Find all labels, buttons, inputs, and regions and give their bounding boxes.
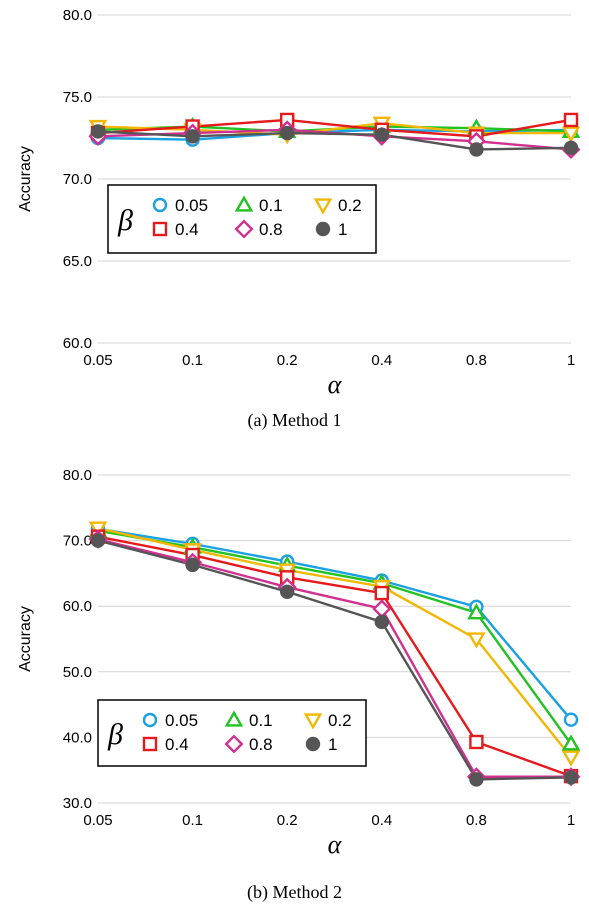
method1-x-tick-label: 0.8 bbox=[466, 352, 487, 369]
method2-point-0_1 bbox=[467, 603, 486, 620]
method2-legend-label: 0.1 bbox=[249, 711, 273, 730]
method2-y-tick-label: 30.0 bbox=[63, 795, 92, 812]
method2-point-0_4 bbox=[469, 734, 484, 750]
method1-legend-label: 0.05 bbox=[175, 196, 208, 215]
method1-legend-label: 0.8 bbox=[259, 220, 283, 239]
method2-x-tick-label: 0.2 bbox=[277, 812, 298, 829]
method2-point-1 bbox=[280, 584, 295, 599]
method2-legend-label: 0.2 bbox=[328, 711, 352, 730]
method1-legend-box bbox=[107, 184, 377, 254]
method2-point-0_2 bbox=[561, 750, 581, 767]
method2-series-line-0_05 bbox=[97, 527, 572, 721]
method2-point-0_05 bbox=[563, 712, 579, 727]
chart-panel-method1: 60.0 65.0 70.0 75.0 80.0 0.05 0.1 0.2 0.4 0.8 1 α Ac… bbox=[17, 7, 581, 430]
method1-gridlines bbox=[98, 14, 571, 344]
method2-legend-box bbox=[97, 699, 367, 767]
method2-point-0_4 bbox=[374, 585, 389, 601]
method2-legend-label: 1 bbox=[328, 735, 337, 754]
method2-point-0_2 bbox=[88, 521, 108, 538]
method1-point-1 bbox=[90, 124, 106, 139]
method2-series-lines bbox=[97, 526, 572, 781]
method2-legend-marker-0_2 bbox=[303, 713, 323, 730]
method1-x-axis-label: α bbox=[328, 370, 343, 399]
method2-series-markers bbox=[88, 521, 581, 787]
method2-legend-marker-0_4 bbox=[142, 736, 158, 752]
method1-y-tick-label: 80.0 bbox=[63, 7, 92, 24]
method2-point-1 bbox=[90, 533, 106, 548]
method2-series-line-0_1 bbox=[97, 529, 572, 745]
method2-x-tick-label: 0.1 bbox=[182, 812, 203, 829]
method1-legend-marker-0_8 bbox=[234, 219, 254, 239]
method1-point-1 bbox=[280, 125, 295, 141]
method2-point-1 bbox=[374, 614, 389, 630]
method1-series-markers bbox=[88, 112, 581, 159]
method1-legend-marker-0_2 bbox=[313, 198, 333, 215]
method2-x-tick-label: 0.4 bbox=[371, 812, 392, 829]
method1-series-line-0_4 bbox=[97, 118, 572, 138]
method1-point-1 bbox=[563, 140, 579, 156]
method2-legend-marker-0_05 bbox=[142, 712, 158, 728]
method2-legend-label: 0.05 bbox=[165, 711, 198, 730]
method2-x-tick-label: 1 bbox=[567, 812, 575, 829]
method2-legend: β 0.05 0.1 0.2 0.4 0.8 1 bbox=[97, 699, 367, 767]
method2-legend-marker-0_1 bbox=[224, 710, 244, 727]
method2-series-line-0_4 bbox=[97, 535, 572, 778]
method2-legend-title: β bbox=[107, 718, 123, 751]
method1-x-tick-label: 0.05 bbox=[83, 352, 112, 369]
method1-series-lines bbox=[97, 118, 572, 151]
method2-point-1 bbox=[469, 772, 484, 787]
method2-y-axis-label: Accuracy bbox=[17, 606, 34, 672]
method2-series-line-1 bbox=[97, 539, 572, 781]
method2-legend-marker-0_8 bbox=[224, 734, 244, 754]
caption-method2: (b) Method 2 bbox=[247, 882, 342, 902]
method2-y-tick-label: 50.0 bbox=[63, 664, 92, 681]
method2-x-tick-label: 0.8 bbox=[466, 812, 487, 829]
method2-legend-label: 0.4 bbox=[165, 735, 189, 754]
method1-x-tick-label: 0.2 bbox=[277, 352, 298, 369]
method2-y-tick-label: 70.0 bbox=[63, 533, 92, 550]
method2-legend-marker-1 bbox=[305, 736, 321, 752]
method1-legend-marker-1 bbox=[315, 221, 331, 237]
method1-point-1 bbox=[374, 127, 389, 142]
method1-point-1 bbox=[469, 142, 484, 157]
method1-point-0_2 bbox=[561, 126, 581, 143]
method1-point-1 bbox=[185, 129, 200, 144]
method1-y-axis-label: Accuracy bbox=[17, 146, 34, 212]
method1-legend-label: 1 bbox=[338, 220, 347, 239]
method1-legend-marker-0_1 bbox=[234, 195, 254, 212]
method1-legend-marker-0_4 bbox=[152, 221, 168, 237]
method1-series-line-0_05 bbox=[97, 128, 572, 141]
method2-point-0_1 bbox=[561, 734, 581, 751]
method1-x-tick-label: 1 bbox=[567, 352, 575, 369]
method1-legend: β 0.05 0.1 0.2 0.4 0.8 1 bbox=[107, 184, 377, 254]
method1-y-tick-label: 70.0 bbox=[63, 171, 92, 188]
method1-x-tick-label: 0.1 bbox=[182, 352, 203, 369]
method2-series-line-0_2 bbox=[97, 526, 572, 758]
method2-y-tick-label: 60.0 bbox=[63, 598, 92, 615]
method1-y-tick-label: 65.0 bbox=[63, 253, 92, 270]
method2-point-1 bbox=[563, 770, 579, 785]
method1-legend-marker-0_05 bbox=[152, 197, 168, 213]
method2-legend-label: 0.8 bbox=[249, 735, 273, 754]
method1-x-tick-label: 0.4 bbox=[371, 352, 392, 369]
method2-x-tick-label: 0.05 bbox=[83, 812, 112, 829]
method1-series-line-1 bbox=[97, 130, 572, 151]
method1-legend-label: 0.4 bbox=[175, 220, 199, 239]
method1-point-0_4 bbox=[563, 112, 579, 128]
method1-y-tick-label: 75.0 bbox=[63, 89, 92, 106]
method2-point-0_2 bbox=[467, 632, 486, 649]
chart-method1: 60.0 65.0 70.0 75.0 80.0 0.05 0.1 0.2 0.4 0.8 1 α Ac… bbox=[17, 7, 581, 399]
method1-y-tick-label: 60.0 bbox=[63, 335, 92, 352]
method2-series-line-0_8 bbox=[97, 538, 571, 778]
method2-y-tick-label: 40.0 bbox=[63, 729, 92, 746]
method2-y-tick-label: 80.0 bbox=[63, 467, 92, 484]
chart-panel-method2: 30.0 40.0 50.0 60.0 70.0 80.0 0.05 0.1 0.2 0.4 0.8… bbox=[0, 460, 589, 919]
method1-legend-label: 0.2 bbox=[338, 196, 362, 215]
chart-method2: 30.0 40.0 50.0 60.0 70.0 80.0 0.05 0.1 0.2 0.4 0.8… bbox=[17, 467, 581, 859]
method1-legend-title: β bbox=[117, 204, 133, 237]
caption-method1: (a) Method 1 bbox=[247, 410, 342, 430]
method2-x-axis-label: α bbox=[328, 830, 343, 859]
method2-point-1 bbox=[185, 557, 200, 573]
method1-legend-label: 0.1 bbox=[259, 196, 283, 215]
